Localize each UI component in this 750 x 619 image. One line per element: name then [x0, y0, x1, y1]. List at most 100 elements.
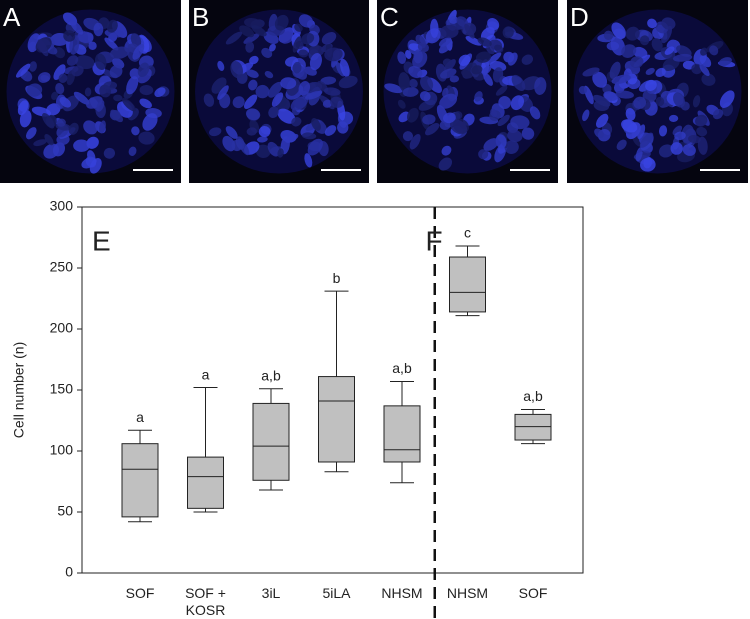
nucleus: [113, 94, 123, 102]
box: [187, 456, 224, 509]
nucleus: [639, 35, 650, 46]
nucleus: [616, 139, 627, 151]
nucleus: [625, 26, 640, 41]
nucleus: [44, 134, 54, 146]
nucleus: [68, 122, 79, 135]
nucleus: [245, 108, 261, 121]
nucleus: [633, 96, 647, 109]
nucleus: [55, 82, 65, 95]
nucleus: [471, 65, 483, 75]
panel-label: D: [570, 2, 589, 32]
nucleus: [495, 134, 507, 149]
nucleus: [251, 25, 267, 37]
nucleus: [465, 36, 482, 46]
nucleus: [502, 26, 514, 39]
nucleus: [578, 86, 588, 95]
nucleus: [655, 67, 666, 77]
nucleus: [407, 107, 419, 123]
nucleus: [521, 127, 535, 140]
y-tick-label: 100: [50, 442, 74, 458]
nucleus: [661, 25, 673, 44]
nucleus: [419, 91, 431, 102]
x-tick-label: NHSM: [446, 585, 489, 601]
nucleus: [109, 46, 130, 59]
nucleus: [474, 91, 483, 102]
nucleus: [230, 60, 243, 79]
nucleus: [692, 95, 701, 108]
nucleus: [510, 95, 525, 111]
nucleus: [603, 30, 614, 40]
nucleus: [324, 87, 341, 96]
nucleus: [639, 132, 654, 148]
nucleus: [137, 62, 150, 78]
nucleus: [267, 81, 283, 98]
nucleus: [668, 114, 679, 122]
nucleus: [142, 113, 158, 131]
nucleus: [384, 83, 403, 94]
nucleus: [480, 27, 495, 41]
nucleus: [268, 106, 279, 119]
nucleus: [510, 115, 530, 130]
nucleus: [298, 14, 314, 28]
nucleus: [494, 44, 504, 53]
panel-label: A: [3, 2, 21, 32]
nucleus: [292, 36, 302, 53]
nucleus: [320, 76, 337, 85]
nucleus: [511, 74, 526, 91]
nucleus: [280, 77, 297, 90]
nucleus: [409, 134, 421, 150]
nucleus: [94, 53, 107, 71]
nucleus: [154, 87, 166, 98]
nucleus: [294, 23, 303, 32]
nucleus: [700, 47, 708, 56]
x-tick-label: NHSM: [381, 585, 423, 601]
nucleus: [26, 83, 43, 97]
nucleus: [225, 31, 243, 45]
nucleus: [682, 144, 696, 156]
significance-label: a,b: [392, 360, 412, 376]
nucleus: [243, 94, 258, 110]
nucleus: [640, 157, 656, 172]
nucleus: [691, 63, 703, 75]
nucleus: [298, 49, 309, 58]
nucleus: [603, 91, 618, 101]
nucleus: [255, 84, 270, 99]
nucleus: [621, 44, 637, 58]
nucleus: [99, 120, 106, 134]
nucleus: [609, 61, 621, 79]
nucleus: [645, 79, 657, 91]
box: [318, 376, 355, 463]
nucleus: [461, 69, 473, 79]
nucleus: [290, 96, 309, 111]
nucleus: [267, 141, 280, 157]
nucleus: [132, 43, 145, 60]
panel-label: B: [192, 2, 209, 32]
y-tick-label: 50: [57, 503, 73, 519]
nucleus: [232, 96, 245, 109]
nucleus: [397, 51, 407, 64]
nucleus: [422, 114, 436, 125]
nucleus: [712, 109, 724, 120]
nucleus: [217, 60, 225, 71]
nucleus: [305, 90, 322, 100]
nucleus: [464, 23, 475, 39]
nucleus: [486, 52, 502, 66]
box: [514, 413, 552, 441]
nucleus: [246, 69, 259, 78]
nucleus: [274, 14, 289, 31]
nucleus: [490, 108, 498, 118]
nucleus: [611, 74, 631, 85]
nucleus: [454, 111, 463, 120]
nucleus: [103, 147, 116, 159]
nucleus: [239, 25, 255, 38]
nucleus: [309, 53, 322, 71]
nucleus: [417, 42, 430, 53]
x-tick-label: SOF: [518, 585, 548, 601]
nucleus: [449, 75, 460, 83]
nucleus: [292, 61, 302, 74]
nucleus: [109, 65, 123, 78]
group-label: E: [92, 225, 111, 256]
nucleus: [324, 125, 337, 136]
box: [252, 402, 290, 481]
